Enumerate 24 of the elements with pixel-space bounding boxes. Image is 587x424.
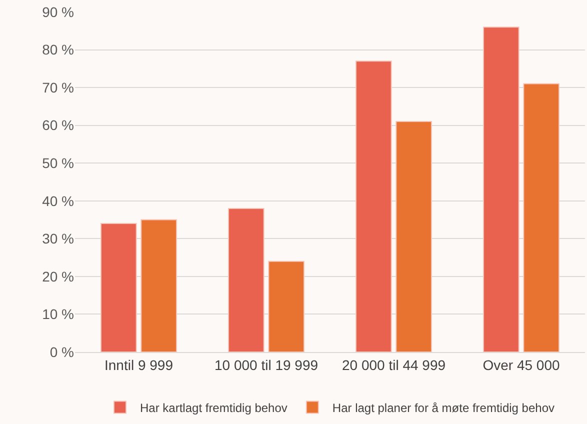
- y-tick-label: 80 %: [42, 42, 74, 58]
- bar: [268, 260, 304, 352]
- bar: [100, 223, 137, 352]
- bar: [356, 60, 392, 352]
- y-tick-label: 60 %: [42, 117, 74, 134]
- x-tick-label: 10 000 til 19 999: [214, 356, 318, 373]
- x-tick-label: 20 000 til 44 999: [342, 356, 446, 373]
- bar: [396, 121, 432, 352]
- legend-label: Har kartlagt fremtidig behov: [140, 400, 288, 415]
- y-tick-label: 30 %: [42, 230, 74, 247]
- y-tick-label: 20 %: [42, 268, 74, 284]
- y-tick-label: 70 %: [42, 79, 74, 96]
- x-tick-label: Over 45 000: [482, 356, 560, 373]
- bar: [228, 208, 264, 352]
- y-tick-label: 0 %: [50, 344, 74, 360]
- y-tick-label: 50 %: [42, 155, 74, 172]
- y-tick-label: 90 %: [42, 4, 74, 20]
- y-tick-label: 10 %: [42, 306, 74, 322]
- bar: [140, 219, 177, 352]
- x-tick-label: Inntil 9 999: [104, 356, 174, 373]
- y-tick-label: 40 %: [42, 192, 74, 209]
- bar: [523, 83, 560, 352]
- legend-label: Har lagt planer for å møte fremtidig behov: [332, 400, 555, 415]
- bar: [483, 26, 520, 352]
